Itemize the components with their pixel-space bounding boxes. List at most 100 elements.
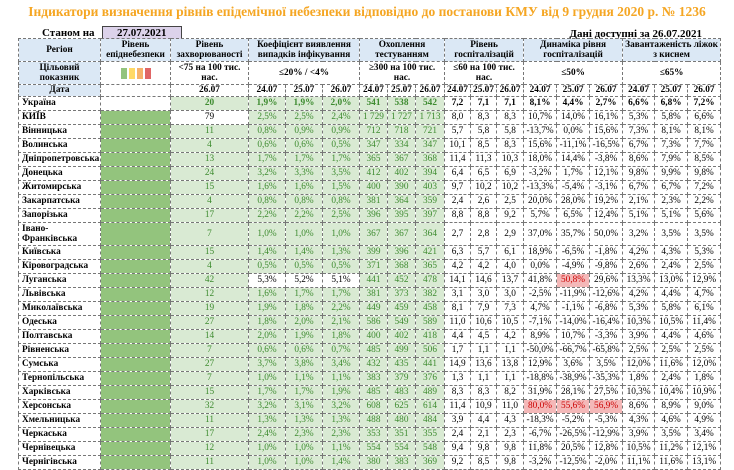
value-cell: 1,0%: [285, 441, 323, 456]
value-cell: 403: [414, 180, 446, 195]
value-cell: 1,7%: [285, 152, 323, 167]
value-cell: 2,5%: [654, 343, 689, 358]
value-cell: 56,9%: [589, 399, 624, 414]
indicators-table: Регіон Рівень епіднебезпеки Рівень захво…: [18, 38, 722, 470]
level-red-swatch: [144, 67, 151, 79]
value-cell: 2,4%: [248, 427, 286, 442]
value-cell: 1,1: [496, 343, 525, 358]
value-cell: 7,3%: [622, 124, 656, 139]
value-cell: 608: [359, 399, 388, 414]
value-cell: 13,7: [496, 273, 525, 288]
value-cell: 351: [387, 427, 416, 442]
value-cell: 3,2%: [248, 166, 286, 181]
value-cell: 3,3%: [285, 166, 323, 181]
value-cell: 449: [359, 301, 388, 316]
value-cell: 394: [414, 166, 446, 181]
table-row: Запорізька 17 2,2% 2,2% 2,5% 396 395 397 8,8 8,8 9…: [18, 208, 722, 223]
value-cell: 1,0%: [248, 441, 286, 456]
value-cell: 19,2%: [589, 194, 624, 209]
value-cell: 402: [387, 166, 416, 181]
value-cell: 7,9%: [654, 152, 689, 167]
value-cell: 1,7%: [322, 287, 360, 302]
value-cell: 10,7%: [556, 329, 591, 344]
date-header: 26.07: [322, 84, 360, 97]
value-cell: 80,0%: [523, 399, 558, 414]
value-cell: 589: [414, 315, 446, 330]
value-cell: 2,9: [496, 222, 525, 246]
value-cell: 3,1: [444, 287, 472, 302]
value-cell: 9,2: [496, 208, 525, 223]
region-name: Харківська: [18, 385, 101, 400]
value-cell: 586: [359, 315, 388, 330]
table-row: Черкаська 17 2,4% 2,3% 2,3% 353 351 355 2,4 2,1 2,…: [18, 427, 722, 442]
value-cell: 20,5%: [556, 441, 591, 456]
value-cell: 4,5: [470, 329, 498, 344]
value-cell: 27: [170, 357, 249, 372]
header-beds: Завантаженість ліжок з киснем: [622, 38, 722, 62]
date-header: 26.07: [414, 84, 446, 97]
value-cell: 3,8%: [285, 357, 323, 372]
value-cell: 7,3: [496, 301, 525, 316]
date-label: Дата: [18, 84, 101, 97]
value-cell: 2,5%: [687, 343, 722, 358]
value-cell: 8,0: [444, 110, 472, 125]
level-cell: [100, 124, 171, 139]
value-cell: 397: [414, 208, 446, 223]
value-cell: 2,4%: [322, 110, 360, 125]
value-cell: 3,6%: [556, 357, 591, 372]
value-cell: 441: [359, 273, 388, 288]
value-cell: 3,9%: [622, 427, 656, 442]
value-cell: 10,9%: [687, 385, 722, 400]
value-cell: 11,4: [444, 399, 472, 414]
value-cell: 2,8: [470, 222, 498, 246]
value-cell: 396: [387, 245, 416, 260]
value-cell: -18,8%: [523, 371, 558, 386]
region-name: Київська: [18, 245, 101, 260]
value-cell: 13,8: [496, 357, 525, 372]
target-incidence: <75 на 100 тис. нас.: [170, 61, 249, 85]
table-row: Київська 15 1,4% 1,4% 1,3% 399 396 421 6,3 5,7 6,1…: [18, 245, 722, 260]
value-cell: 489: [414, 385, 446, 400]
value-cell: 2,5%: [622, 343, 656, 358]
table-row: Донецька 24 3,2% 3,3% 3,5% 412 402 394 6,4 6,5 6,9…: [18, 166, 722, 181]
value-cell: 5,1%: [654, 208, 689, 223]
table-row: Сумська 27 3,7% 3,8% 3,4% 432 435 441 14,9 13,6 13…: [18, 357, 722, 372]
value-cell: -66,7%: [556, 343, 591, 358]
value-cell: 1 713: [414, 110, 446, 125]
value-cell: 3,7%: [248, 357, 286, 372]
value-cell: 9,8%: [622, 166, 656, 181]
value-cell: 538: [387, 96, 416, 111]
value-cell: 1,4%: [285, 245, 323, 260]
value-cell: -13,3%: [523, 180, 558, 195]
value-cell: 7: [170, 222, 249, 246]
value-cell: 8,5: [470, 138, 498, 153]
value-cell: 418: [414, 329, 446, 344]
target-testing: ≥300 на 100 тис. нас.: [358, 61, 446, 85]
region-name: Донецька: [18, 166, 101, 181]
level-cell: [100, 399, 171, 414]
value-cell: 365: [414, 259, 446, 274]
value-cell: 382: [414, 287, 446, 302]
value-cell: 2,0%: [248, 329, 286, 344]
value-cell: 2,0%: [285, 315, 323, 330]
value-cell: 5,7: [444, 124, 472, 139]
value-cell: 2,4%: [654, 259, 689, 274]
value-cell: 1,6%: [285, 180, 323, 195]
value-cell: 6,5: [470, 166, 498, 181]
value-cell: 1,7%: [322, 152, 360, 167]
table-row: Кіровоградська 4 0,5% 0,5% 0,5% 371 368 365 4,2 4…: [18, 259, 722, 274]
value-cell: 8,3: [470, 110, 498, 125]
value-cell: 5,8%: [654, 301, 689, 316]
value-cell: 32: [170, 399, 249, 414]
value-cell: 4,6%: [687, 329, 722, 344]
value-cell: 7,2%: [687, 96, 722, 111]
level-legend: [100, 61, 171, 85]
value-cell: 14,0%: [556, 110, 591, 125]
value-cell: 1,6%: [248, 287, 286, 302]
value-cell: 0,5%: [322, 138, 360, 153]
value-cell: -1,1%: [556, 301, 591, 316]
level-cell: [100, 455, 171, 470]
table-row: Херсонська 32 3,2% 3,1% 3,2% 608 625 614 11,4 10,…: [18, 399, 722, 414]
value-cell: 5,6%: [687, 208, 722, 223]
value-cell: 548: [414, 441, 446, 456]
